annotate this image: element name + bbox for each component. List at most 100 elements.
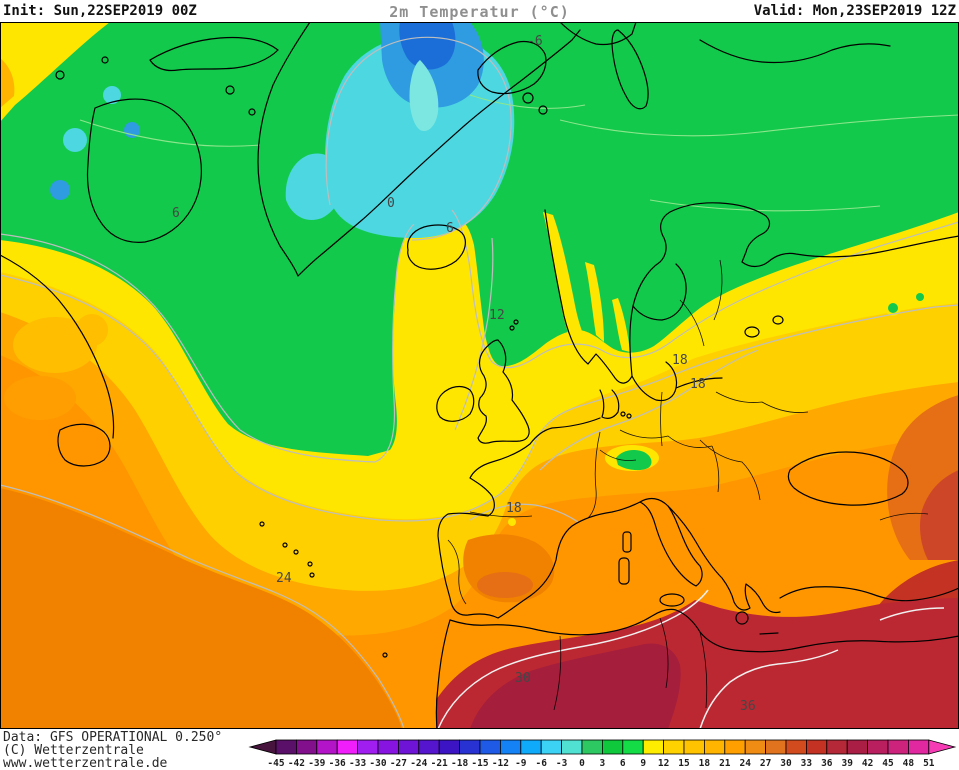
temperature-colorbar: -45 -42 -39 -36 -33 -30 -27 -24 -21 -18 -15 -12 -9 -6…: [248, 738, 959, 770]
data-source-label: Data: GFS OPERATIONAL 0.250°: [3, 730, 223, 745]
colorbar-segment: [520, 739, 542, 755]
colorbar-tick-label: -6: [535, 758, 547, 769]
map-region-africa-core: [470, 643, 681, 729]
colorbar-tick-label: 15: [678, 758, 690, 769]
isotherm-contours-gray: [0, 36, 959, 729]
colorbar-segment: [540, 739, 563, 755]
colorbar-tick-label: -24: [410, 758, 427, 769]
map-region-greenland-cold: [50, 22, 515, 238]
colorbar-segment: [724, 739, 746, 755]
contour-label: 0: [387, 196, 395, 211]
page-title: 2m Temperatur (°C): [389, 3, 570, 21]
website-link[interactable]: www.wetterzentrale.de: [3, 756, 168, 770]
colorbar-segment: [275, 739, 297, 755]
isotherm-contours-pale-green: [79, 94, 959, 212]
colorbar-tick-label: 39: [841, 758, 853, 769]
colorbar-tick-label: 18: [699, 758, 711, 769]
colorbar-tick-label: 33: [801, 758, 813, 769]
map-region-dark-orange-atlantic: [0, 488, 402, 729]
colorbar-tick-label: 51: [923, 758, 935, 769]
colorbar-segment: [703, 739, 726, 755]
colorbar-tick-label: 27: [760, 758, 771, 769]
colorbar-segment: [397, 739, 420, 755]
colorbar-arrow: [928, 739, 957, 755]
colorbar-segment: [296, 739, 318, 755]
colorbar-tick-label: -39: [308, 758, 325, 769]
colorbar-tick-label: 45: [882, 758, 894, 769]
colorbar-tick-label: -3: [556, 758, 568, 769]
country-borders: [447, 259, 929, 711]
colorbar-segment: [683, 739, 705, 755]
temperature-map: -6 0 6 6 12 18 18 18 24 30 36: [0, 22, 959, 729]
colorbar-tick-label: -12: [492, 758, 509, 769]
colorbar-segment: [908, 739, 930, 755]
contour-label: 30: [515, 671, 531, 686]
colorbar-segment: [336, 739, 358, 755]
colorbar-segment: [642, 739, 665, 755]
map-region-left-edge-orange: [0, 58, 15, 108]
init-time-label: Init: Sun,22SEP2019 00Z: [3, 3, 197, 19]
valid-time-label: Valid: Mon,23SEP2019 12Z: [753, 3, 956, 19]
contour-label: 6: [446, 221, 454, 236]
colorbar-tick-label: -45: [267, 758, 284, 769]
colorbar-segment: [785, 739, 807, 755]
colorbar-tick-label: -9: [515, 758, 527, 769]
contour-label: 18: [690, 377, 706, 392]
colorbar-segment: [887, 739, 909, 755]
contour-label: 12: [489, 308, 505, 323]
colorbar-tick-label: 9: [640, 758, 646, 769]
colorbar-segment: [561, 739, 583, 755]
map-region-labrador-patches: [4, 314, 108, 420]
colorbar-segment: [867, 739, 889, 755]
map-region-mideast-wedge: [887, 395, 959, 560]
colorbar-tick-label: 24: [739, 758, 751, 769]
footer-bar: Data: GFS OPERATIONAL 0.250° (C) Wetterz…: [0, 729, 959, 770]
colorbar-segment: [459, 739, 481, 755]
colorbar-tick-label: -18: [451, 758, 468, 769]
colorbar-segment: [765, 739, 787, 755]
colorbar-segment: [316, 739, 338, 755]
colorbar-tick-label: 30: [780, 758, 792, 769]
map-region-iberia-patches: [463, 518, 555, 603]
colorbar-tick-label: 12: [658, 758, 669, 769]
colorbar-segment: [663, 739, 685, 755]
colorbar-tick-label: 21: [719, 758, 731, 769]
contour-label: 18: [506, 501, 522, 516]
contour-label: -6: [527, 34, 543, 49]
colorbar-tick-label: 6: [620, 758, 626, 769]
contour-label: 24: [276, 571, 292, 586]
colorbar-tick-label: 3: [600, 758, 606, 769]
colorbar-segment: [826, 739, 848, 755]
colorbar-tick-label: 48: [903, 758, 915, 769]
header-bar: Init: Sun,22SEP2019 00Z 2m Temperatur (°…: [0, 0, 959, 22]
colorbar-segment: [806, 739, 828, 755]
colorbar-segment: [499, 739, 522, 755]
colorbar-segment: [846, 739, 869, 755]
colorbar-arrow: [248, 739, 277, 755]
copyright-label: (C) Wetterzentrale: [3, 743, 144, 758]
credits-block: Data: GFS OPERATIONAL 0.250° (C) Wetterz…: [3, 731, 222, 770]
colorbar-segment: [377, 739, 399, 755]
colorbar-tick-label: -27: [390, 758, 407, 769]
colorbar-segment: [601, 739, 624, 755]
contour-label: 6: [172, 206, 180, 221]
isotherm-contours-white: [437, 589, 945, 729]
colorbar-segment: [357, 739, 379, 755]
map-region-alps-cool: [605, 290, 927, 471]
colorbar-tick-label: 36: [821, 758, 833, 769]
colorbar-tick-label: -30: [369, 758, 386, 769]
colorbar-tick-label: -42: [288, 758, 305, 769]
colorbar-segment: [744, 739, 767, 755]
contour-label: 18: [672, 353, 688, 368]
contour-label: 36: [740, 699, 756, 714]
colorbar-tick-label: -36: [329, 758, 346, 769]
colorbar-tick-label: 0: [579, 758, 585, 769]
colorbar-segment: [418, 739, 440, 755]
colorbar-tick-label: -21: [431, 758, 448, 769]
colorbar-tick-label: -15: [471, 758, 488, 769]
coastlines: [0, 22, 959, 729]
map-region-norway-yellow: [543, 212, 630, 358]
colorbar-tick-label: -33: [349, 758, 366, 769]
